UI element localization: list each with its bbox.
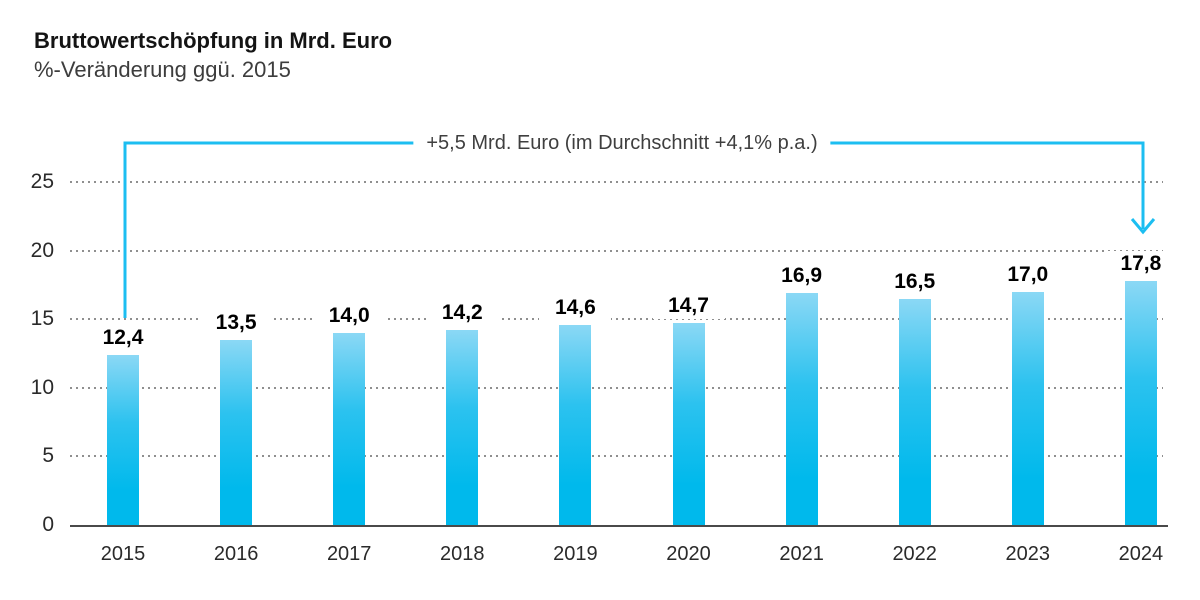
bar-2018 [446,330,479,525]
chart-title: Bruttowertschöpfung in Mrd. Euro [34,28,393,53]
value-label-2016: 13,5 [200,309,273,336]
x-tick-label-2019: 2019 [553,543,598,565]
x-tick-label-2020: 2020 [666,543,711,565]
bar-2019 [559,324,592,525]
bar-2016 [220,339,253,525]
annotation-line [123,141,1145,318]
bar-2024 [1124,280,1157,525]
value-label-2018: 14,2 [426,300,499,327]
y-tick-label: 5 [42,444,54,468]
value-label-2022: 16,5 [878,268,951,295]
value-label-2019: 14,6 [539,294,612,321]
y-tick-label: 25 [30,170,54,193]
x-tick-label-2023: 2023 [1005,543,1051,565]
x-tick-label-2018: 2018 [440,543,485,565]
chart-subtitle: %-Veränderung ggü. 2015 [34,57,291,82]
gridline [70,181,1163,183]
value-label-2024: 17,8 [1104,250,1177,277]
bar-2015 [107,354,139,525]
value-label-2023: 17,0 [991,261,1064,288]
bar-2023 [1011,291,1044,525]
x-axis-line [70,525,1168,527]
x-tick-label-2015: 2015 [100,543,146,565]
x-tick-label-2022: 2022 [892,543,937,565]
y-tick-label: 0 [42,513,54,536]
gridline [70,318,1163,321]
gridline [70,249,1163,252]
value-label-2017: 14,0 [313,302,386,329]
x-tick-label-2021: 2021 [779,543,824,565]
bar-2021 [785,293,818,525]
x-tick-label-2024: 2024 [1118,543,1164,565]
y-tick-label: 20 [30,238,54,262]
gridline [70,455,1163,458]
arrow-down-icon [1130,218,1156,235]
value-label-2021: 16,9 [765,263,838,290]
annotation-label: +5,5 Mrd. Euro (im Durchschnitt +4,1% p.… [413,129,831,157]
gridline [70,386,1163,389]
bar-2022 [898,298,931,525]
value-label-2020: 14,7 [652,293,725,320]
value-label-2015: 12,4 [87,324,159,351]
y-tick-label: 10 [30,375,54,399]
bar-2020 [672,323,705,525]
x-tick-label-2016: 2016 [213,543,259,565]
bar-2017 [333,332,366,525]
x-tick-label-2017: 2017 [326,543,372,565]
y-tick-label: 15 [30,307,54,331]
